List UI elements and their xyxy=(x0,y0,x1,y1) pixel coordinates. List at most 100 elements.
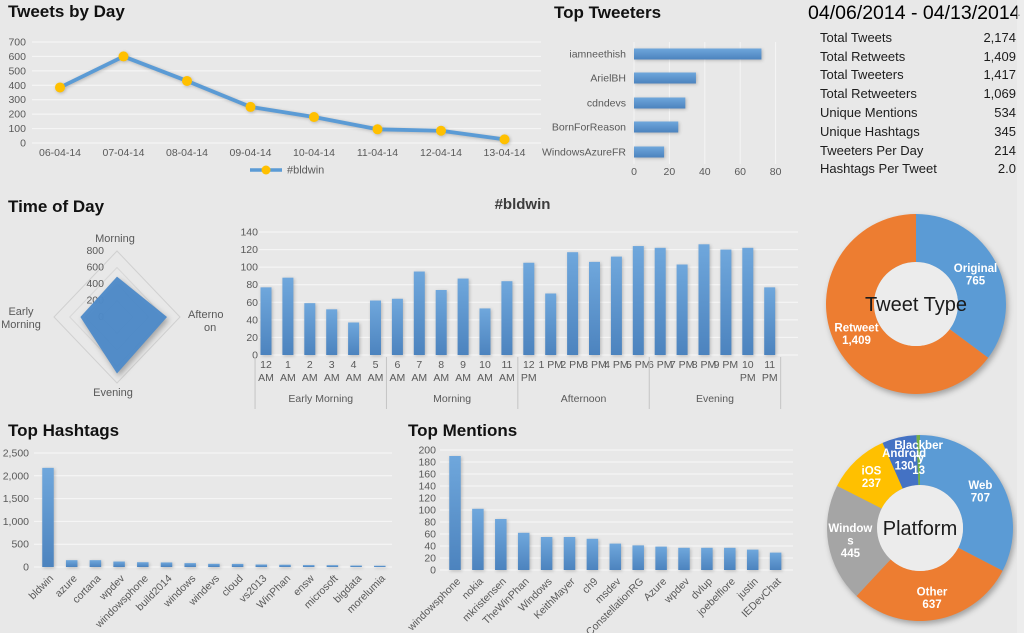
legend-marker xyxy=(261,165,271,175)
radar-series[interactable] xyxy=(80,276,168,374)
data-point-13-04-14[interactable] xyxy=(499,134,510,145)
axis-label: 100 xyxy=(418,505,436,517)
bar-bigdata[interactable] xyxy=(350,565,362,567)
slice-retweet[interactable] xyxy=(826,214,989,394)
bar-10 PM[interactable] xyxy=(742,247,754,355)
bar-6 PM[interactable] xyxy=(654,247,666,355)
bar-KeithMayer[interactable] xyxy=(563,537,576,570)
hourly-tweets-bar-chart: 0 20 40 60 80 100 120 140 12 AM 1 AM 2 AM 3 AM 4 AM 5 AM 6 AM… xyxy=(235,195,810,420)
bar-2 AM[interactable] xyxy=(304,303,316,355)
slice-other[interactable] xyxy=(856,547,1003,622)
bar-1 AM[interactable] xyxy=(282,277,294,355)
bar-1 PM[interactable] xyxy=(545,293,557,356)
bar-WindowsAzureFR[interactable] xyxy=(634,146,665,158)
bar-5 PM[interactable] xyxy=(632,246,644,355)
bar-cloud[interactable] xyxy=(231,563,244,567)
axis-label: 8 PM xyxy=(692,359,717,371)
axis-label: 100 xyxy=(240,262,258,274)
slice-android[interactable] xyxy=(882,435,919,489)
stat-row-total-retweets: Total Retweets 1,409 xyxy=(820,47,1016,66)
bar-nokia[interactable] xyxy=(472,508,484,570)
bar-microsoft[interactable] xyxy=(326,565,339,567)
bar-msdev[interactable] xyxy=(609,543,622,570)
bar-joebelfiore[interactable] xyxy=(724,547,736,570)
bar-wpdev[interactable] xyxy=(113,561,125,567)
bar-4 PM[interactable] xyxy=(610,256,622,355)
axis-label: bldwin xyxy=(27,573,57,603)
data-point-08-04-14[interactable] xyxy=(182,75,192,86)
bar-6 AM[interactable] xyxy=(391,298,403,355)
axis-label: 100 xyxy=(8,123,26,135)
bar-IEDevChat[interactable] xyxy=(769,552,782,570)
slice-web[interactable] xyxy=(920,435,1014,571)
axis-label: cdndevs xyxy=(587,98,626,110)
slice-label-web: Web xyxy=(968,480,992,492)
group-label: Afternoon xyxy=(561,393,607,405)
bar-8 PM[interactable] xyxy=(698,244,710,355)
stat-row-hashtags-per-tweet: Hashtags Per Tweet 2.0 xyxy=(820,160,1016,179)
axis-label: 400 xyxy=(8,80,26,92)
bar-9 PM[interactable] xyxy=(720,249,732,355)
data-point-09-04-14[interactable] xyxy=(245,101,256,112)
axis-label: Evening xyxy=(93,387,133,399)
bar-5 AM[interactable] xyxy=(370,300,381,355)
radar-ring xyxy=(53,250,181,384)
bar-cdndevs[interactable] xyxy=(634,97,686,109)
bar-TheWinPhan[interactable] xyxy=(517,532,530,570)
bar-windows[interactable] xyxy=(184,563,196,567)
bar-8 AM[interactable] xyxy=(435,289,447,355)
bar-wpdev[interactable] xyxy=(678,547,690,570)
bar-10 AM[interactable] xyxy=(479,308,491,355)
bar-iamneethish[interactable] xyxy=(634,48,762,60)
bar-Windows[interactable] xyxy=(540,537,553,570)
bar-ensw[interactable] xyxy=(302,565,315,567)
axis-label: Early xyxy=(8,306,34,318)
data-point-11-04-14[interactable] xyxy=(372,124,383,135)
axis-label: 300 xyxy=(8,94,26,106)
bar-3 AM[interactable] xyxy=(326,309,338,355)
bar-9 AM[interactable] xyxy=(457,278,469,355)
bar-12 PM[interactable] xyxy=(523,262,535,355)
bar-WinPhan[interactable] xyxy=(279,564,291,567)
bar-ArielBH[interactable] xyxy=(634,72,696,84)
data-point-06-04-14[interactable] xyxy=(55,82,65,93)
bar-justin[interactable] xyxy=(746,549,759,570)
slice-blackberry[interactable] xyxy=(916,435,921,486)
bar-7 PM[interactable] xyxy=(676,264,688,355)
stat-label: Tweeters Per Day xyxy=(820,142,924,158)
bar-11 AM[interactable] xyxy=(501,281,513,355)
bar-windowsphone[interactable] xyxy=(449,456,461,570)
slice-windows[interactable] xyxy=(826,485,891,596)
bar-mkristensen[interactable] xyxy=(495,519,507,570)
bar-vs2013[interactable] xyxy=(255,564,268,567)
slice-label-original: 765 xyxy=(966,275,986,287)
bar-azure[interactable] xyxy=(65,560,78,567)
slice-original[interactable] xyxy=(916,214,1007,358)
bar-3 PM[interactable] xyxy=(589,261,600,355)
slice-label-other: 637 xyxy=(922,599,941,611)
bar-build2014[interactable] xyxy=(160,562,173,567)
bar-windevs[interactable] xyxy=(208,563,220,567)
bar-7 AM[interactable] xyxy=(413,271,425,355)
bar-windowsphone[interactable] xyxy=(137,562,149,567)
bar-2 PM[interactable] xyxy=(567,252,579,355)
bar-cortana[interactable] xyxy=(89,560,102,567)
bar-ch9[interactable] xyxy=(586,538,599,570)
slice-label-android: Android xyxy=(882,448,926,460)
bar-ConstellationRG[interactable] xyxy=(632,545,644,570)
bar-BornForReason[interactable] xyxy=(634,121,679,133)
bar-morelumia[interactable] xyxy=(374,565,386,567)
data-point-07-04-14[interactable] xyxy=(118,51,129,62)
bar-4 AM[interactable] xyxy=(348,322,360,355)
bar-bldwin[interactable] xyxy=(42,467,54,567)
data-point-10-04-14[interactable] xyxy=(309,112,319,123)
data-point-12-04-14[interactable] xyxy=(436,125,446,136)
bar-dvlup[interactable] xyxy=(701,547,713,570)
legend-label[interactable]: #bldwin xyxy=(287,165,324,177)
bar-12 AM[interactable] xyxy=(260,287,272,355)
slice-ios[interactable] xyxy=(837,442,903,509)
line-series-bldwin[interactable] xyxy=(59,54,505,142)
bar-Azure[interactable] xyxy=(655,546,667,570)
bar-11 PM[interactable] xyxy=(764,287,776,355)
axis-label: 13-04-14 xyxy=(483,147,525,159)
